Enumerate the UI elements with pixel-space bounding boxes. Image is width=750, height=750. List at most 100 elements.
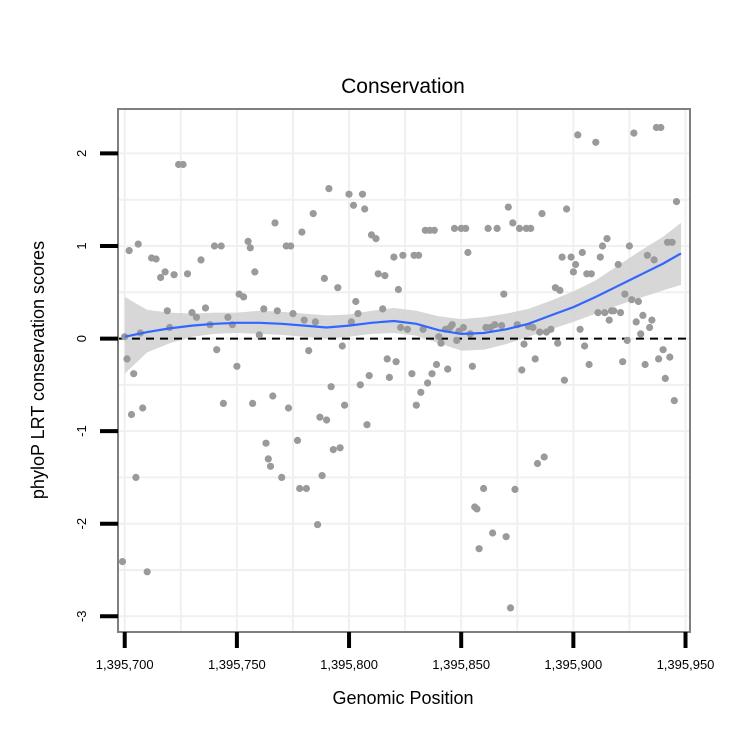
- data-point: [592, 138, 600, 146]
- data-point: [266, 462, 275, 470]
- data-point: [338, 342, 346, 350]
- x-tick-label: 1,395,950: [657, 657, 715, 672]
- data-point: [670, 397, 678, 405]
- data-point: [363, 421, 371, 429]
- data-point: [139, 404, 147, 412]
- data-point: [354, 310, 362, 318]
- data-point: [450, 224, 459, 232]
- data-point: [311, 318, 319, 326]
- data-point: [598, 242, 607, 250]
- data-point: [356, 381, 364, 389]
- data-point: [210, 242, 219, 250]
- data-point: [437, 339, 445, 347]
- data-point: [547, 325, 555, 333]
- data-point: [661, 374, 669, 382]
- data-point: [161, 268, 169, 276]
- data-point: [390, 253, 398, 261]
- y-axis-label: phyloP LRT conservation scores: [28, 241, 48, 499]
- data-point: [502, 533, 510, 541]
- data-point: [249, 399, 257, 407]
- data-point: [424, 379, 432, 387]
- data-point: [569, 268, 578, 276]
- data-point: [641, 360, 649, 369]
- data-point: [480, 484, 488, 493]
- data-point: [538, 210, 546, 218]
- x-tick-label: 1,395,700: [96, 657, 154, 672]
- data-point: [648, 316, 656, 324]
- data-point: [623, 336, 631, 344]
- y-tick-label: -3: [74, 611, 89, 623]
- data-point: [518, 366, 526, 374]
- data-point: [533, 459, 542, 468]
- data-point: [213, 346, 221, 354]
- data-point: [287, 242, 295, 250]
- data-point: [260, 305, 268, 313]
- data-points: [118, 123, 681, 612]
- data-point: [581, 342, 589, 350]
- data-point: [383, 355, 391, 363]
- data-point: [192, 313, 201, 321]
- data-point: [300, 316, 308, 324]
- plot-panel-border: [117, 108, 691, 633]
- data-point: [385, 373, 393, 381]
- data-point: [130, 370, 138, 378]
- data-point: [132, 473, 140, 481]
- data-point: [428, 370, 436, 378]
- data-point: [558, 253, 566, 261]
- data-point: [554, 339, 562, 347]
- data-point: [594, 309, 602, 317]
- data-point: [506, 604, 515, 612]
- data-point: [251, 268, 259, 276]
- data-point: [381, 272, 389, 280]
- data-point: [585, 360, 593, 369]
- data-point: [379, 305, 387, 313]
- data-point: [587, 270, 595, 278]
- data-point: [334, 284, 342, 292]
- x-tick-label: 1,395,800: [320, 657, 378, 672]
- data-point: [320, 274, 328, 282]
- data-point: [540, 453, 548, 461]
- data-point: [630, 129, 638, 137]
- y-axis: 2 1 0 -1 -2 -3: [74, 150, 118, 622]
- data-point: [643, 251, 652, 259]
- data-point: [605, 316, 613, 324]
- y-tick-label: -2: [74, 518, 89, 530]
- data-point: [269, 392, 277, 400]
- data-point: [201, 304, 210, 312]
- data-point: [264, 455, 272, 463]
- data-point: [127, 410, 136, 419]
- y-tick-label: 1: [74, 242, 89, 249]
- data-point: [672, 198, 681, 206]
- data-point: [397, 323, 405, 332]
- data-point: [603, 235, 611, 243]
- data-point: [616, 309, 625, 317]
- data-point: [572, 260, 580, 269]
- data-point: [659, 346, 667, 354]
- data-point: [349, 201, 358, 209]
- x-tick-label: 1,395,850: [432, 657, 490, 672]
- data-point: [134, 240, 142, 248]
- y-tick-label: 2: [74, 150, 89, 157]
- data-point: [511, 485, 519, 493]
- data-point: [217, 242, 225, 250]
- data-point: [637, 330, 645, 338]
- data-point: [655, 355, 663, 363]
- data-point: [419, 325, 427, 333]
- data-point: [515, 224, 524, 232]
- data-point: [619, 358, 627, 366]
- data-point: [118, 558, 127, 566]
- data-point: [646, 323, 654, 332]
- confidence-band: [124, 222, 681, 374]
- data-point: [170, 271, 178, 279]
- data-point: [462, 224, 470, 232]
- chart-title: Conservation: [341, 75, 465, 98]
- confidence-band-area: [124, 222, 681, 374]
- data-point: [224, 313, 232, 321]
- data-point: [392, 358, 400, 366]
- data-point: [459, 323, 467, 332]
- data-point: [157, 273, 165, 282]
- data-point: [273, 307, 281, 315]
- data-point: [336, 444, 344, 452]
- data-point: [314, 521, 322, 529]
- data-point: [473, 505, 481, 513]
